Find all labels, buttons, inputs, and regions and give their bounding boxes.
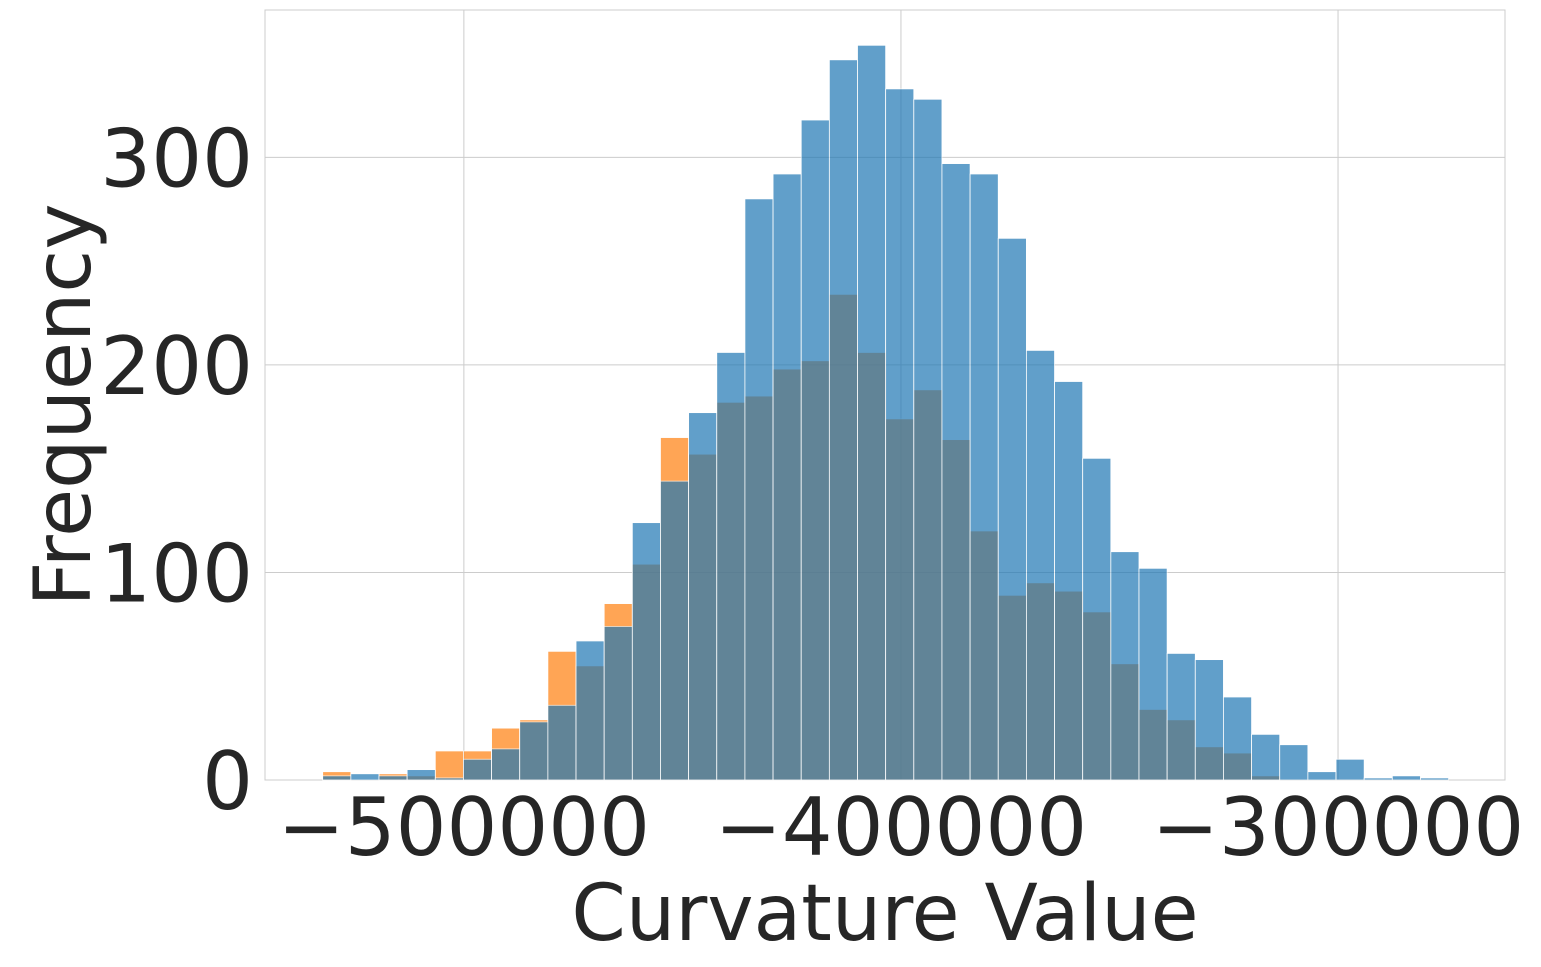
y-tick-label: 100: [100, 527, 253, 620]
bar: [491, 748, 521, 781]
bar: [463, 758, 492, 781]
bar: [941, 163, 971, 781]
y-tick-label: 200: [100, 320, 253, 413]
bar: [1307, 771, 1337, 781]
bar: [913, 98, 943, 781]
bar: [1166, 652, 1196, 781]
bar: [800, 119, 830, 781]
bar: [322, 775, 352, 781]
bar: [575, 640, 605, 781]
bar: [1110, 551, 1140, 781]
bar: [1279, 744, 1309, 781]
bar: [660, 480, 690, 781]
y-tick-label: 300: [100, 112, 253, 205]
bar: [1251, 733, 1281, 781]
bar: [744, 198, 774, 781]
bar: [603, 626, 633, 781]
x-tick-label: −300000: [1152, 781, 1524, 874]
bar: [1054, 381, 1084, 781]
bar: [519, 721, 549, 781]
x-axis-label: Curvature Value: [571, 869, 1198, 959]
bar: [1391, 775, 1421, 781]
bar: [997, 237, 1027, 781]
x-tick-label: −400000: [715, 781, 1087, 874]
bar: [1082, 457, 1112, 781]
series: [322, 44, 1450, 781]
bar: [1138, 567, 1168, 781]
bar: [969, 173, 999, 781]
bar: [434, 777, 464, 781]
bar: [716, 352, 746, 781]
bar: [1194, 659, 1224, 781]
bar: [350, 773, 380, 781]
bar: [1420, 777, 1450, 781]
y-axis-label: Frequency: [19, 204, 109, 607]
bar: [406, 769, 436, 781]
bar: [688, 412, 718, 781]
bar: [885, 88, 915, 781]
bar: [378, 775, 408, 781]
bar: [631, 522, 661, 781]
bar: [1335, 758, 1365, 781]
bar: [772, 173, 802, 781]
bar: [547, 704, 577, 781]
x-tick-label: −500000: [278, 781, 650, 874]
y-tick-label: 0: [202, 735, 253, 828]
bar: [857, 44, 887, 781]
bar: [434, 750, 464, 781]
bar: [1363, 777, 1393, 781]
bar: [828, 59, 858, 781]
bar: [1025, 349, 1055, 781]
bar: [1223, 696, 1252, 781]
